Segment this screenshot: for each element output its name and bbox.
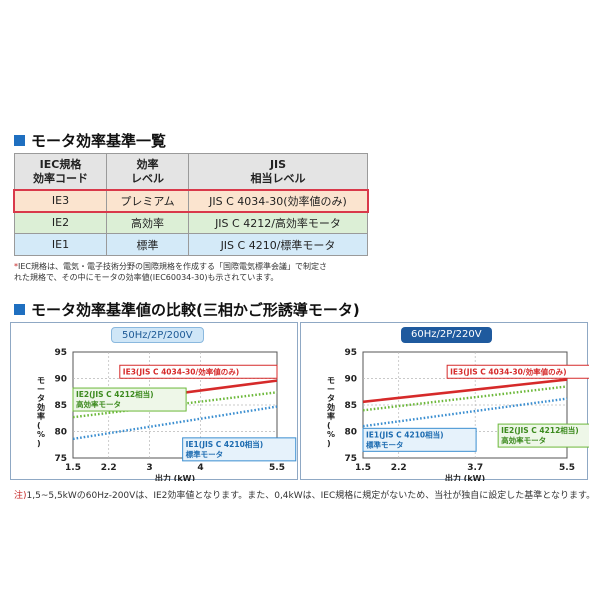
y-axis-label: モータ効率(%) — [37, 376, 45, 448]
y-tick-label: 80 — [344, 428, 357, 438]
chart-60hz: 75 80 85 90 95 1.5 2.2 3.7 5.5 出力 (kW) モータ効率(%) IE3… — [327, 348, 589, 481]
chart-title-badge: 50Hz/2P/200V — [111, 327, 204, 343]
square-bullet-icon — [14, 135, 25, 146]
annotation-label: IE3(JIS C 4034-30/効率値のみ) — [450, 366, 566, 376]
chart-panel-60hz: 75 80 85 90 95 1.5 2.2 3.7 5.5 出力 (kW) モータ効率(%) IE3… — [300, 322, 589, 481]
square-bullet-icon — [14, 304, 25, 315]
annotation-label: IE2(JIS C 4212相当)高効率モータ — [76, 389, 154, 409]
x-tick-label: 2.2 — [391, 463, 407, 473]
x-tick-label: 2.2 — [101, 463, 117, 473]
header-iec-code: IEC規格 効率コード — [14, 153, 107, 190]
chart-50hz: 75 80 85 90 95 1.5 2.2 3 4 5.5 出力 (kW) モータ効率(%) IE3(… — [37, 348, 297, 481]
x-tick-label: 5.5 — [559, 463, 575, 473]
efficiency-standards-table: IEC規格 効率コード 効率 レベル JIS 相当レベル IE3 プレミアム JIS … — [14, 153, 368, 256]
annotation-box — [72, 387, 187, 412]
footnote-line1: IEC規格は、電気・電子技術分野の国際規格を作成する「国際電気標準会議」で制定さ — [18, 262, 327, 271]
section-title-text: モータ効率基準値の比較(三相かご形誘導モータ) — [31, 301, 360, 319]
annotation-box — [446, 364, 589, 379]
note-prefix: 注) — [14, 491, 27, 501]
table-row: IE2 高効率 JIS C 4212/高効率モータ — [14, 211, 368, 234]
cell-jis: JIS C 4212/高効率モータ — [188, 211, 368, 234]
chart-panel-50hz: 75 80 85 90 95 1.5 2.2 3 4 5.5 出力 (kW) モータ効率(%) IE3(… — [10, 322, 298, 481]
bottom-note: 注)1,5~5,5kWの60Hz-200Vは、IE2効率値となります。また、0,… — [14, 488, 595, 501]
x-tick-label: 5.5 — [269, 463, 285, 473]
x-axis-label: 出力 (kW) — [445, 473, 485, 481]
cell-code: IE3 — [14, 189, 107, 212]
section-title-standards: モータ効率基準一覧 — [14, 130, 166, 151]
y-tick-label: 85 — [54, 401, 67, 411]
section-title-comparison: モータ効率基準値の比較(三相かご形誘導モータ) — [14, 299, 360, 320]
y-tick-label: 80 — [54, 428, 67, 438]
cell-code: IE1 — [14, 233, 107, 256]
cell-code: IE2 — [14, 211, 107, 234]
section-title-text: モータ効率基準一覧 — [31, 132, 167, 150]
cell-level: 高効率 — [106, 211, 189, 234]
annotation-label: IE1(JIS C 4210相当)標準モータ — [186, 439, 264, 459]
footnote-marker: * — [14, 262, 18, 271]
y-tick-label: 85 — [344, 401, 357, 411]
x-tick-label: 3 — [146, 463, 152, 473]
annotation-label: IE3(JIS C 4034-30/効率値のみ) — [123, 366, 239, 376]
table-row: IE1 標準 JIS C 4210/標準モータ — [14, 233, 368, 256]
cell-jis: JIS C 4034-30(効率値のみ) — [188, 189, 368, 212]
y-tick-label: 95 — [344, 348, 357, 358]
footnote: *IEC規格は、電気・電子技術分野の国際規格を作成する「国際電気標準会議」で制定… — [14, 261, 374, 283]
header-jis: JIS 相当レベル — [188, 153, 368, 190]
annotation-box — [362, 427, 477, 452]
x-tick-label: 3.7 — [467, 463, 483, 473]
cell-level: プレミアム — [106, 189, 189, 212]
x-axis-label: 出力 (kW) — [155, 473, 195, 481]
table-header-row: IEC規格 効率コード 効率 レベル JIS 相当レベル — [14, 153, 368, 190]
x-tick-label: 1.5 — [65, 463, 81, 473]
chart-title-badge: 60Hz/2P/220V — [401, 327, 492, 343]
header-level: 効率 レベル — [106, 153, 189, 190]
footnote-line2: れた規格で、その中にモータの効率値(IEC60034-30)も示されています。 — [14, 273, 279, 282]
y-tick-label: 75 — [54, 454, 67, 464]
cell-level: 標準 — [106, 233, 189, 256]
annotation-box — [182, 437, 297, 462]
y-tick-label: 90 — [54, 375, 67, 385]
y-tick-label: 95 — [54, 348, 67, 358]
series-line — [362, 378, 568, 404]
table-row: IE3 プレミアム JIS C 4034-30(効率値のみ) — [14, 189, 368, 212]
annotation-box — [497, 423, 589, 448]
annotation-label: IE2(JIS C 4212相当)高効率モータ — [501, 425, 579, 445]
x-tick-label: 1.5 — [355, 463, 371, 473]
y-tick-label: 75 — [344, 454, 357, 464]
x-tick-label: 4 — [197, 463, 203, 473]
y-axis-label: モータ効率(%) — [327, 376, 335, 448]
annotation-label: IE1(JIS C 4210相当)標準モータ — [366, 429, 444, 449]
annotation-box — [119, 364, 278, 379]
y-tick-label: 90 — [344, 375, 357, 385]
cell-jis: JIS C 4210/標準モータ — [188, 233, 368, 256]
note-text: 1,5~5,5kWの60Hz-200Vは、IE2効率値となります。また、0,4k… — [26, 491, 596, 501]
